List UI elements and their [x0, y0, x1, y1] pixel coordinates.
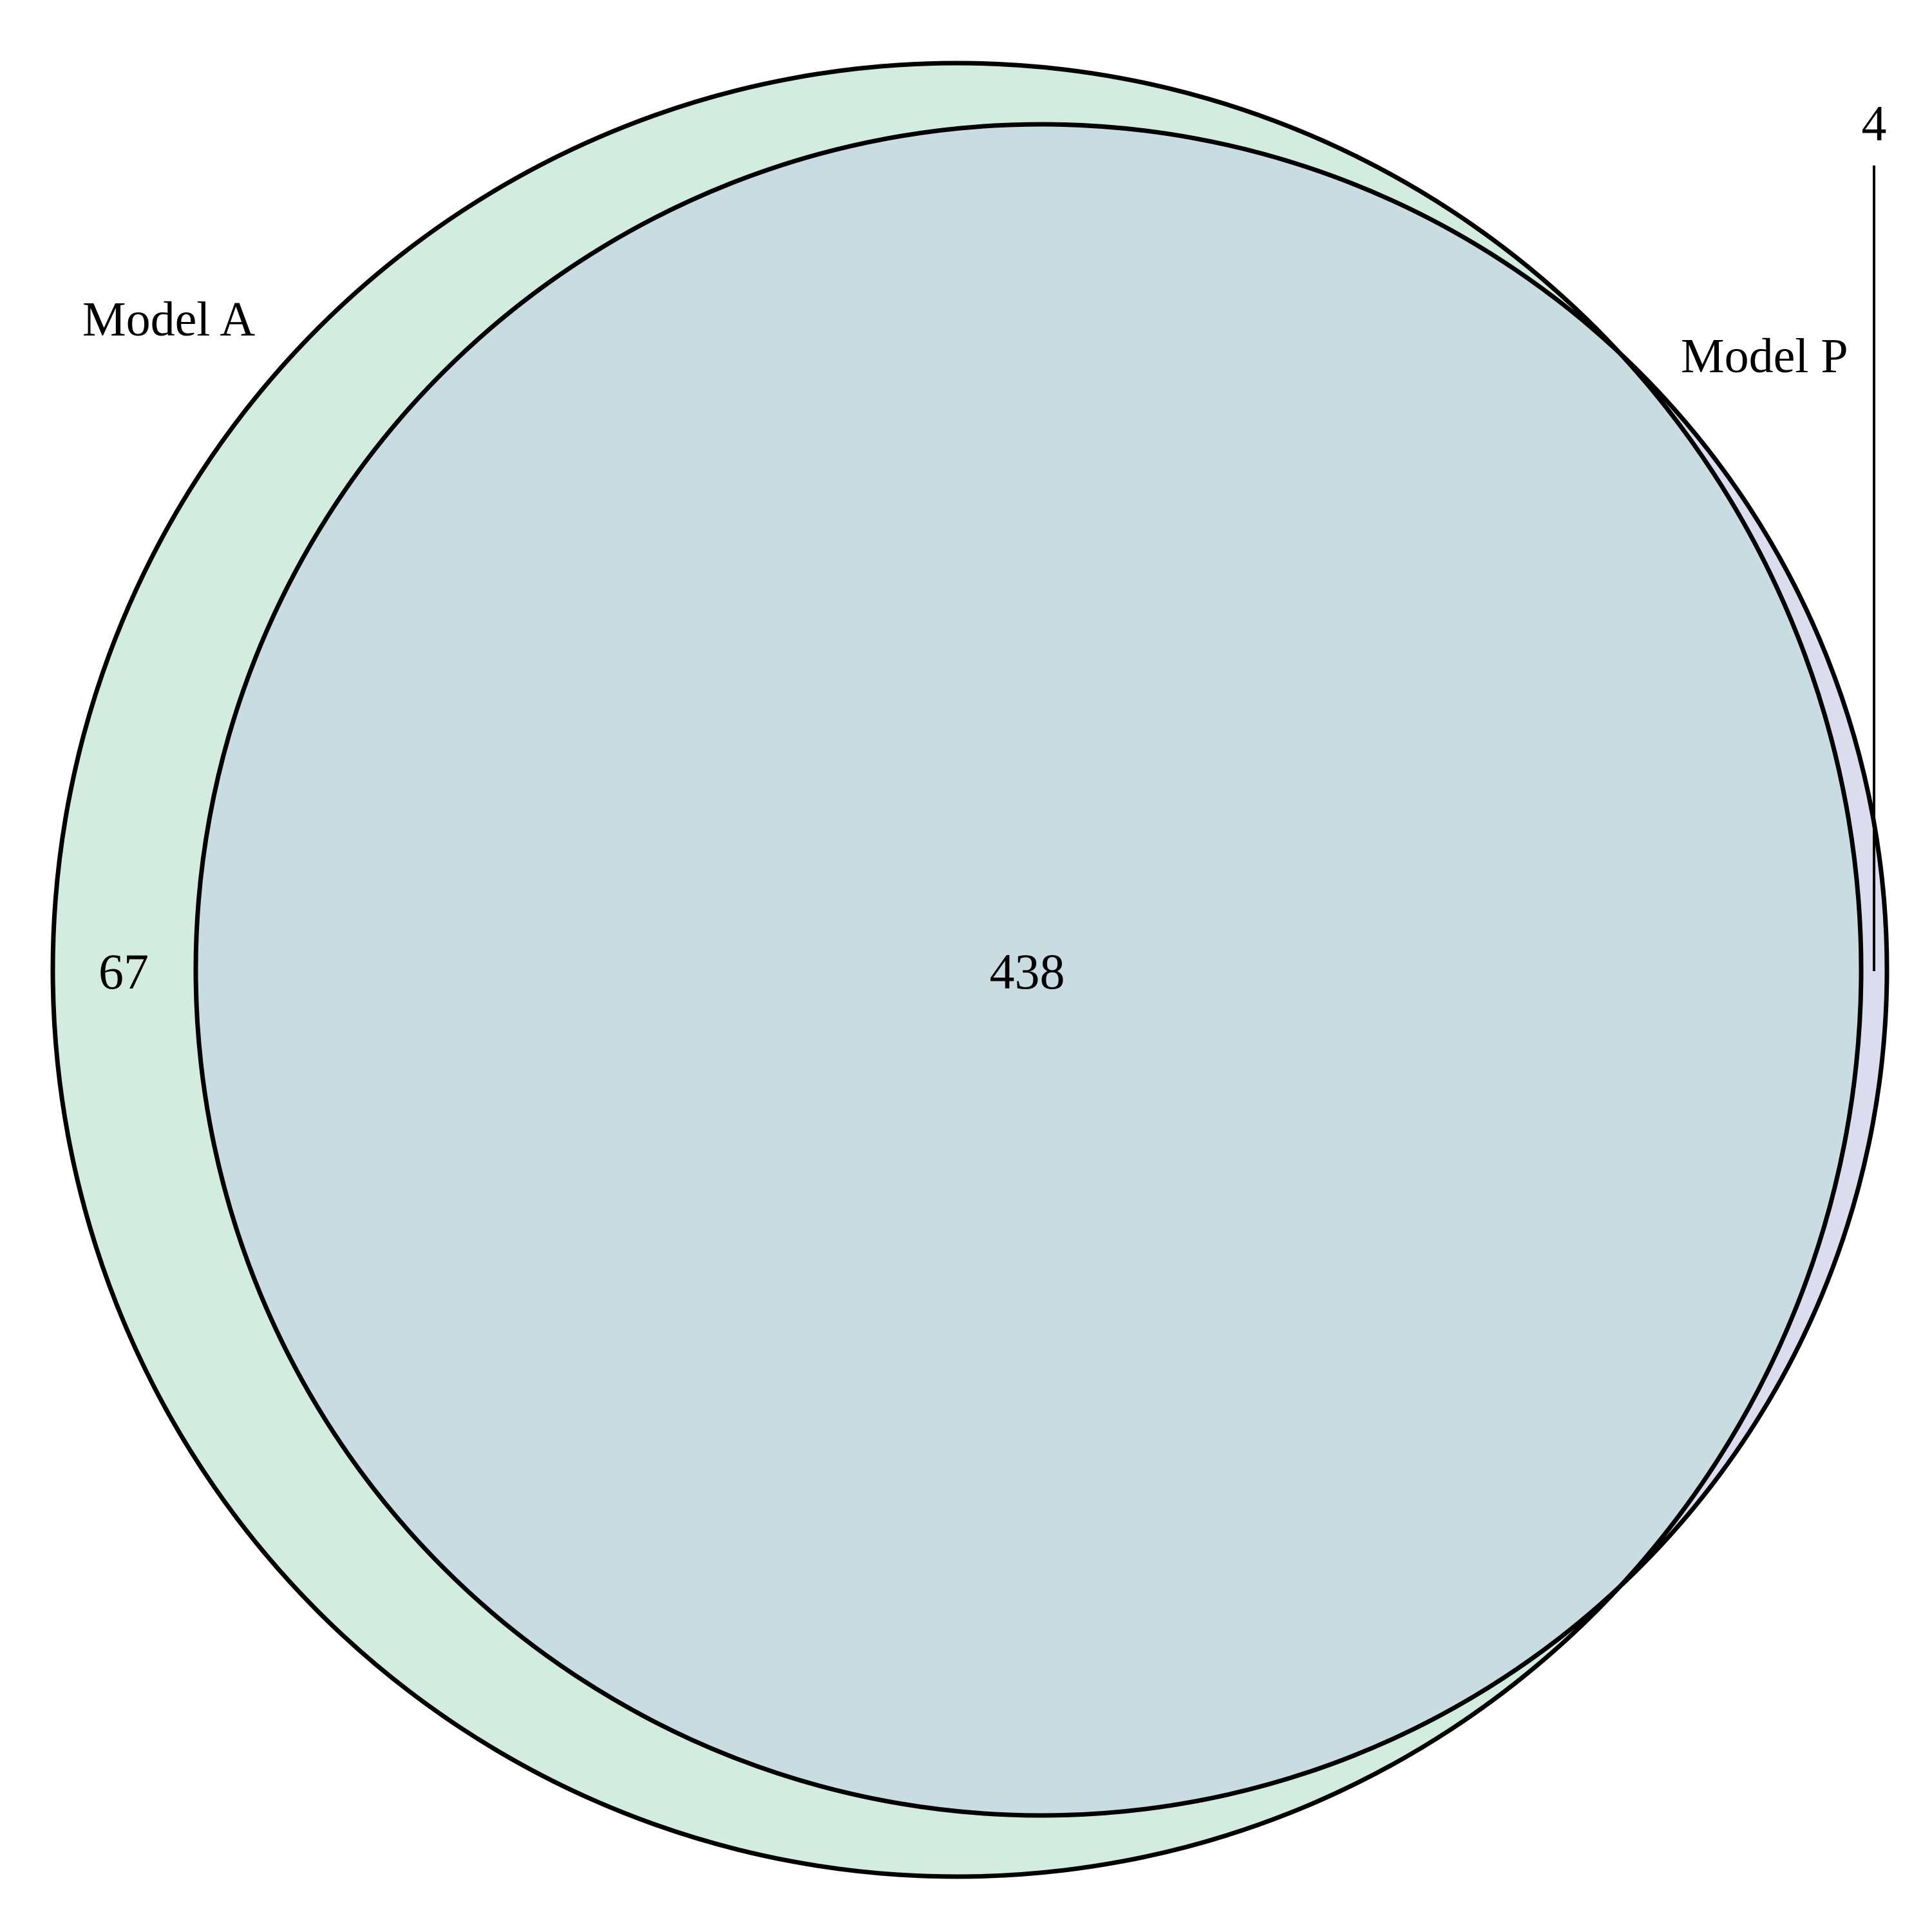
overlap-count: 438 — [990, 943, 1065, 999]
overlap-region — [196, 124, 1861, 1815]
only-a-count: 67 — [99, 943, 149, 999]
only-p-count: 4 — [1862, 95, 1887, 151]
model-a-label: Model A — [82, 292, 255, 346]
model-a-outline — [50, 61, 1864, 1879]
model-p-outline — [193, 122, 1889, 1818]
model-p-label: Model P — [1681, 329, 1848, 383]
